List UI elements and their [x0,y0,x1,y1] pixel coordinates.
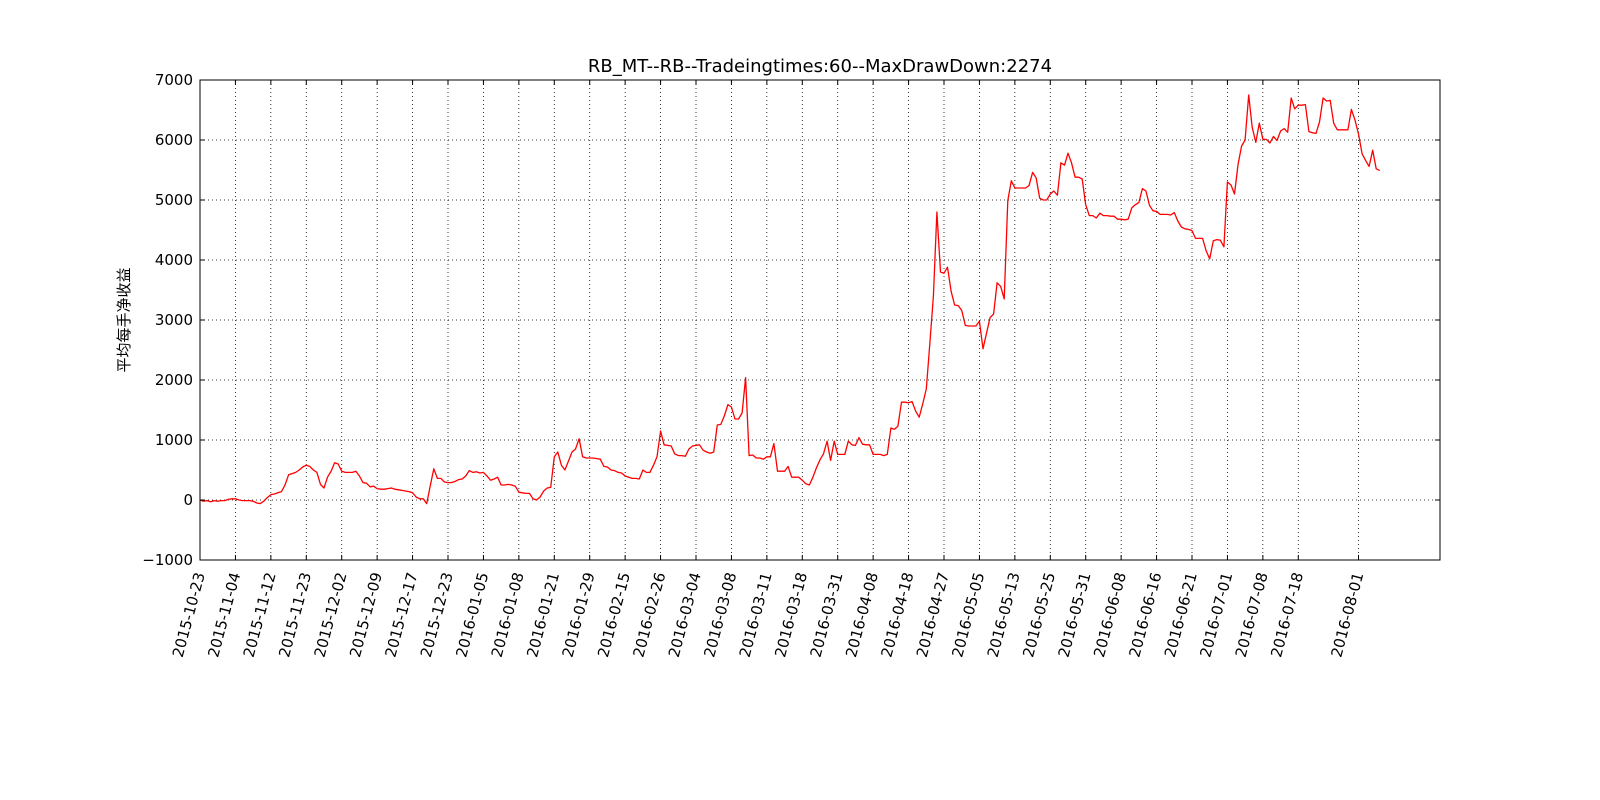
x-tick-label: 2015-10-23 [169,570,209,659]
x-tick-label: 2016-04-27 [913,570,953,659]
x-tick-label: 2016-05-31 [1055,570,1095,659]
x-tick-label: 2015-12-17 [381,570,421,659]
x-tick-label: 2016-06-08 [1090,570,1130,659]
x-tick-label: 2016-05-05 [948,570,988,659]
y-tick-label: 3000 [155,311,193,329]
x-tick-label: 2016-01-29 [559,570,599,659]
x-tick-label: 2016-08-01 [1327,570,1367,659]
x-tick-label: 2016-03-18 [771,570,811,659]
x-tick-label: 2015-11-23 [275,570,315,659]
x-tick-label: 2015-12-09 [346,570,386,659]
y-tick-label: 0 [183,491,193,509]
x-tick-label: 2016-07-08 [1232,570,1272,659]
x-tick-label: 2016-06-21 [1161,570,1201,659]
x-tick-label: 2016-07-01 [1196,570,1236,659]
x-tick-label: 2015-11-04 [204,570,244,659]
x-tick-label: 2016-02-15 [594,570,634,659]
series-layer [199,94,1381,505]
x-tick-label: 2016-05-25 [1019,570,1059,659]
tick-layer: −1000 0 1000 2000 3000 4000 5000 6000 7000 2015-1… [142,71,1440,659]
y-tick-label: 6000 [155,131,193,149]
y-axis-label: 平均每手净收益 [115,267,133,372]
y-tick-label: −1000 [142,551,193,569]
y-tick-label: 4000 [155,251,193,269]
x-tick-label: 2016-01-08 [488,570,528,659]
x-tick-label: 2016-03-04 [665,570,705,659]
x-tick-label: 2015-12-02 [311,570,351,659]
x-tick-label: 2016-03-31 [807,570,847,659]
x-tick-label: 2016-04-18 [877,570,917,659]
x-tick-label: 2016-05-13 [984,570,1024,659]
x-tick-label: 2016-01-21 [523,570,563,659]
x-tick-label: 2016-04-08 [842,570,882,659]
x-tick-label: 2016-02-26 [629,570,669,659]
x-tick-label: 2016-03-08 [700,570,740,659]
x-tick-label: 2015-11-12 [240,570,280,659]
x-tick-label: 2016-07-18 [1267,570,1307,659]
grid-lines [199,80,1440,560]
y-tick-label: 2000 [155,371,193,389]
y-tick-label: 5000 [155,191,193,209]
chart-title: RB_MT--RB--Tradeingtimes:60--MaxDrawDown… [588,56,1052,77]
plot-frame [199,79,1441,561]
x-tick-label: 2015-12-23 [417,570,457,659]
y-tick-label: 7000 [155,71,193,89]
y-tick-label: 1000 [155,431,193,449]
series-line [199,94,1381,505]
x-tick-label: 2016-01-05 [452,570,492,659]
x-tick-label: 2016-03-11 [736,570,776,659]
x-tick-label: 2016-06-16 [1125,570,1165,659]
